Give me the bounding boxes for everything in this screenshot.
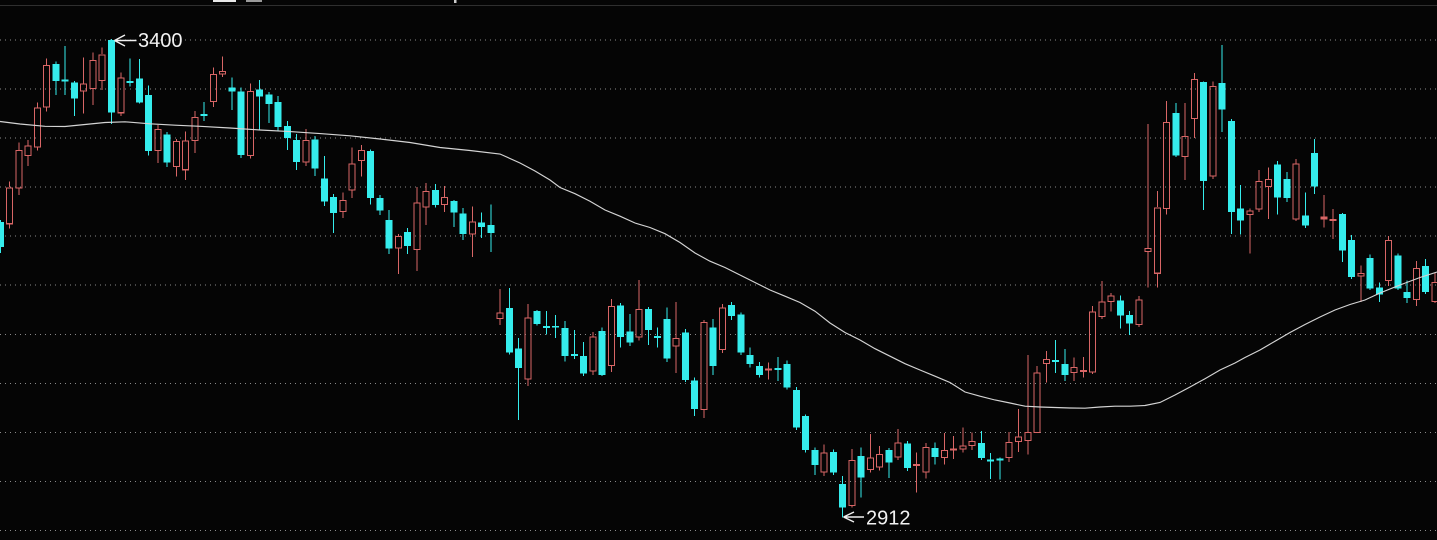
svg-text:3400: 3400 bbox=[138, 30, 183, 52]
svg-text:2912: 2912 bbox=[866, 508, 911, 530]
